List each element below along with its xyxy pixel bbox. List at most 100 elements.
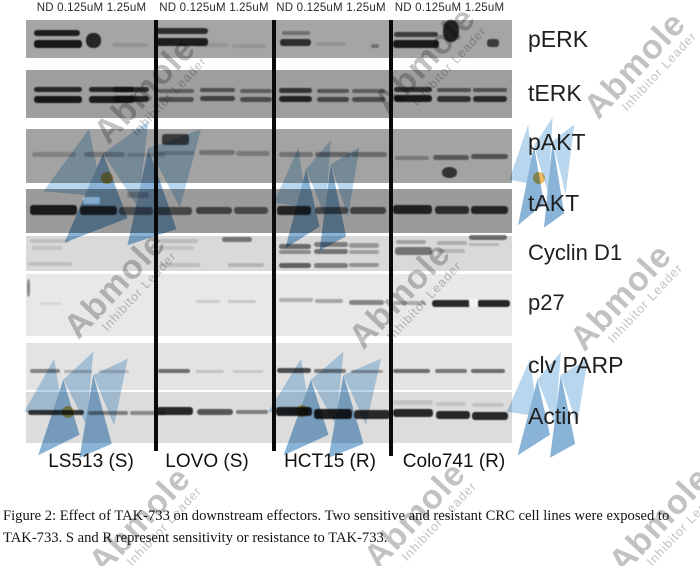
blot-band bbox=[113, 96, 149, 102]
blot-band bbox=[279, 88, 312, 93]
lane-separator bbox=[389, 20, 393, 456]
blot-band bbox=[232, 44, 266, 48]
blot-band bbox=[222, 237, 252, 242]
blot-band bbox=[86, 33, 101, 48]
blot-band bbox=[279, 263, 311, 268]
blot-band bbox=[352, 89, 385, 93]
blot-band bbox=[435, 369, 467, 373]
blot-band bbox=[351, 152, 387, 157]
blot-band bbox=[236, 151, 270, 156]
blot-band bbox=[315, 299, 343, 303]
blot-band bbox=[240, 89, 272, 93]
protein-label-actin: Actin bbox=[528, 403, 580, 429]
blot-band bbox=[393, 205, 432, 214]
blot-band bbox=[354, 410, 390, 419]
watermark-abmole-logo bbox=[40, 113, 215, 248]
blot-band bbox=[279, 96, 312, 102]
abmole-logo-icon bbox=[268, 351, 381, 458]
blot-band bbox=[28, 262, 72, 266]
blot-band bbox=[394, 95, 432, 102]
blot-band bbox=[112, 43, 148, 47]
blot-band bbox=[155, 38, 208, 46]
blot-band bbox=[156, 28, 208, 34]
dose-header-group-3: ND 0.125uM 1.25uM bbox=[276, 2, 386, 14]
blot-band bbox=[471, 154, 508, 159]
dose-header-group-1: ND 0.125uM 1.25uM bbox=[36, 2, 147, 14]
abmole-logo-icon bbox=[43, 121, 201, 246]
blot-band bbox=[395, 247, 432, 255]
blot-band bbox=[442, 167, 457, 178]
lane-separator bbox=[272, 20, 276, 451]
blot-band bbox=[197, 409, 233, 415]
blot-band bbox=[349, 250, 379, 254]
blot-band bbox=[277, 206, 311, 215]
blot-band bbox=[196, 43, 228, 47]
blot-band bbox=[282, 31, 310, 35]
blot-band bbox=[314, 249, 348, 254]
blot-band bbox=[34, 30, 80, 36]
blot-band bbox=[199, 150, 235, 155]
cell-line-label-hct15: HCT15 (R) bbox=[284, 451, 376, 472]
caption-line-2: TAK-733. S and R represent sensitivity o… bbox=[3, 530, 388, 546]
blot-band bbox=[314, 242, 348, 247]
blot-band bbox=[314, 263, 348, 268]
watermark-orange-dot bbox=[296, 405, 308, 417]
watermark-abmole-logo bbox=[22, 345, 137, 460]
blot-band bbox=[473, 88, 507, 92]
blot-band bbox=[469, 235, 507, 240]
protein-label-pERK: pERK bbox=[528, 26, 589, 52]
watermark-abmole-logo bbox=[272, 133, 367, 253]
blot-band bbox=[472, 403, 504, 407]
watermark-orange-dot bbox=[62, 406, 74, 418]
blot-band bbox=[472, 412, 508, 420]
protein-label-tERK: tERK bbox=[528, 80, 582, 106]
blot-band bbox=[437, 241, 467, 245]
blot-band bbox=[279, 250, 311, 254]
blot-band bbox=[34, 40, 82, 48]
blot-band bbox=[473, 96, 507, 102]
cell-line-label-lovo: LOVO (S) bbox=[165, 451, 249, 472]
watermark-orange-dot bbox=[101, 172, 113, 184]
blot-band bbox=[393, 369, 430, 373]
blot-band bbox=[393, 40, 439, 48]
blot-band bbox=[437, 96, 471, 102]
dose-header-group-2: ND 0.125uM 1.25uM bbox=[159, 2, 269, 14]
abmole-logo-icon bbox=[506, 351, 588, 458]
blot-band bbox=[228, 263, 264, 267]
protein-label-tAKT: tAKT bbox=[528, 190, 580, 216]
blot-band bbox=[196, 207, 232, 214]
blot-band bbox=[160, 263, 200, 267]
blot-band bbox=[393, 400, 433, 405]
blot-band bbox=[32, 152, 76, 157]
blot-band bbox=[436, 411, 470, 419]
blot-band bbox=[396, 240, 426, 244]
blot-band bbox=[158, 239, 198, 243]
blot-band bbox=[432, 300, 471, 307]
blot-band bbox=[158, 246, 194, 250]
protein-label-clv-parp: clv PARP bbox=[528, 352, 624, 378]
blot-band bbox=[89, 96, 134, 103]
watermark-abmole-logo bbox=[508, 110, 580, 230]
blot-band bbox=[130, 411, 166, 415]
blot-band bbox=[371, 44, 379, 48]
blot-band bbox=[234, 207, 268, 214]
blot-band bbox=[155, 207, 192, 215]
blot-band bbox=[30, 205, 77, 215]
blot-band bbox=[471, 369, 505, 373]
blot-band bbox=[30, 369, 60, 373]
blot-band bbox=[127, 153, 165, 157]
blot-band bbox=[279, 244, 311, 249]
blot-band bbox=[155, 407, 193, 415]
blot-band bbox=[477, 300, 510, 307]
blot-band bbox=[196, 370, 224, 373]
blot-band bbox=[236, 410, 268, 414]
blot-band bbox=[487, 39, 499, 47]
blot-band bbox=[158, 369, 190, 373]
protein-label-cyclin-d1: Cyclin D1 bbox=[528, 240, 623, 265]
blot-band bbox=[394, 87, 432, 92]
blot-band bbox=[34, 96, 82, 103]
protein-label-p27: p27 bbox=[528, 290, 565, 315]
blot-band bbox=[393, 409, 433, 417]
blot-band bbox=[437, 249, 465, 253]
